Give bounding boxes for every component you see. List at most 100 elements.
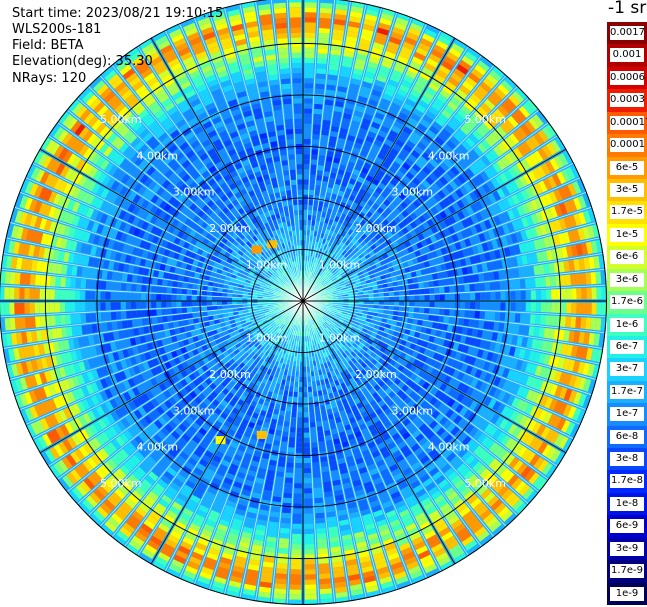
range-gate-cell bbox=[303, 457, 311, 464]
range-gate-cell bbox=[428, 281, 434, 287]
range-gate-cell bbox=[492, 129, 503, 141]
range-gate-cell bbox=[290, 427, 296, 433]
range-gate-cell bbox=[378, 301, 385, 305]
range-gate-cell bbox=[362, 260, 369, 266]
range-gate-cell bbox=[383, 292, 389, 297]
range-gate-cell bbox=[275, 430, 282, 436]
range-gate-cell bbox=[273, 439, 280, 446]
range-gate-cell bbox=[371, 46, 383, 55]
range-gate-cell bbox=[303, 392, 308, 398]
range-gate-cell bbox=[459, 59, 472, 71]
range-gate-cell bbox=[480, 302, 486, 310]
range-gate-cell bbox=[470, 113, 482, 125]
range-gate-cell bbox=[303, 402, 308, 408]
range-gate-cell bbox=[358, 43, 370, 51]
range-gate-cell bbox=[303, 235, 307, 241]
range-gate-cell bbox=[303, 250, 306, 256]
range-gate-cell bbox=[317, 548, 328, 554]
range-gate-cell bbox=[336, 142, 344, 149]
range-gate-cell bbox=[400, 148, 410, 157]
range-gate-cell bbox=[312, 386, 317, 392]
range-gate-cell bbox=[381, 190, 389, 199]
range-gate-cell bbox=[417, 233, 425, 241]
range-gate-cell bbox=[360, 219, 367, 226]
range-gate-cell bbox=[369, 126, 379, 134]
range-gate-cell bbox=[370, 214, 378, 222]
range-gate-cell bbox=[319, 237, 323, 244]
range-gate-cell bbox=[341, 154, 350, 161]
range-gate-cell bbox=[338, 235, 344, 242]
range-gate-cell bbox=[316, 527, 326, 534]
range-gate-cell bbox=[361, 28, 374, 37]
range-gate-cell bbox=[374, 174, 383, 182]
range-gate-cell bbox=[297, 417, 303, 423]
range-gate-cell bbox=[337, 276, 343, 281]
range-gate-cell bbox=[414, 301, 420, 307]
range-gate-cell bbox=[375, 32, 388, 41]
range-gate-cell bbox=[483, 321, 490, 330]
range-gate-cell bbox=[364, 263, 371, 269]
range-gate-cell bbox=[405, 224, 413, 232]
range-gate-cell bbox=[373, 293, 379, 297]
range-gate-cell bbox=[316, 532, 327, 539]
range-gate-cell bbox=[340, 256, 346, 262]
range-gate-cell bbox=[312, 241, 316, 247]
range-gate-cell bbox=[315, 507, 324, 514]
range-gate-cell bbox=[470, 293, 476, 300]
range-gate-cell bbox=[332, 279, 338, 284]
range-gate-cell bbox=[353, 185, 360, 193]
range-gate-cell bbox=[320, 216, 325, 223]
range-gate-cell bbox=[368, 304, 374, 308]
range-gate-cell bbox=[310, 225, 315, 231]
range-gate-cell bbox=[369, 182, 377, 191]
range-gate-cell bbox=[289, 594, 302, 600]
range-gate-cell bbox=[330, 172, 337, 179]
range-gate-cell bbox=[495, 175, 505, 186]
range-gate-cell bbox=[328, 69, 339, 76]
range-gate-cell bbox=[390, 178, 398, 187]
range-gate-cell bbox=[497, 83, 510, 96]
range-gate-cell bbox=[328, 203, 334, 210]
range-gate-cell bbox=[490, 292, 496, 300]
range-gate-cell bbox=[422, 221, 430, 230]
range-gate-cell bbox=[373, 301, 379, 305]
range-gate-cell bbox=[439, 176, 448, 186]
range-gate-cell bbox=[419, 295, 425, 301]
range-gate-cell bbox=[322, 207, 328, 213]
range-gate-cell bbox=[442, 143, 453, 154]
range-gate-cell bbox=[303, 199, 308, 205]
range-gate-cell bbox=[435, 179, 445, 189]
range-gate-cell bbox=[292, 401, 298, 408]
range-gate-cell bbox=[372, 178, 380, 186]
range-gate-cell bbox=[373, 84, 384, 93]
range-gate-cell bbox=[372, 203, 379, 210]
range-gate-cell bbox=[404, 36, 417, 46]
range-gate-cell bbox=[355, 137, 364, 145]
range-gate-cell bbox=[516, 126, 528, 139]
range-gate-cell bbox=[376, 134, 385, 143]
range-gate-cell bbox=[314, 241, 319, 248]
range-gate-cell bbox=[460, 125, 471, 136]
range-gate-cell bbox=[363, 113, 373, 121]
range-gate-cell bbox=[283, 492, 292, 499]
range-gate-cell bbox=[447, 155, 457, 165]
range-gate-cell bbox=[281, 512, 291, 519]
range-gate-cell bbox=[352, 262, 358, 268]
range-gate-cell bbox=[397, 230, 405, 237]
range-gate-cell bbox=[328, 258, 333, 264]
range-gate-cell bbox=[272, 444, 280, 451]
range-gate-cell bbox=[428, 315, 434, 321]
range-gate-cell bbox=[446, 169, 456, 179]
range-gate-cell bbox=[439, 147, 449, 157]
range-gate-cell bbox=[464, 310, 470, 318]
range-gate-cell bbox=[328, 230, 334, 236]
range-gate-cell bbox=[441, 109, 452, 119]
range-gate-cell bbox=[376, 207, 384, 214]
range-gate-cell bbox=[378, 305, 384, 309]
range-gate-cell bbox=[336, 195, 343, 202]
range-gate-cell bbox=[334, 106, 343, 113]
range-gate-cell bbox=[342, 208, 349, 215]
range-gate-cell bbox=[496, 125, 507, 138]
range-gate-cell bbox=[296, 432, 303, 438]
range-gate-cell bbox=[360, 265, 366, 271]
